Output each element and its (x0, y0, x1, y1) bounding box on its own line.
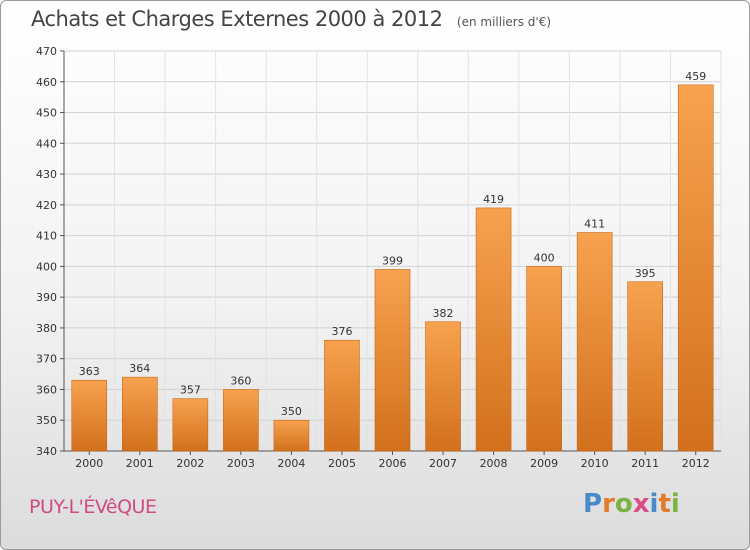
brand-letter: o (614, 489, 633, 519)
data-label: 363 (79, 365, 100, 378)
bar-2010 (576, 232, 613, 452)
chart-subtitle: (en milliers d'€) (456, 15, 552, 29)
y-tick-label: 430 (36, 168, 57, 181)
y-tick-label: 470 (36, 45, 57, 58)
data-label: 382 (433, 307, 454, 320)
data-label: 411 (584, 218, 605, 231)
bar-2011 (627, 281, 663, 452)
chart-title: Achats et Charges Externes 2000 à 2012 (31, 7, 443, 31)
data-label: 350 (281, 405, 302, 418)
bar-2008 (475, 207, 512, 452)
data-label: 364 (129, 362, 150, 375)
y-tick-label: 420 (36, 199, 57, 212)
data-label: 395 (635, 267, 656, 280)
bar-2004 (273, 419, 310, 452)
place-name: PUY-L'ÉVêQUE (29, 496, 157, 518)
data-label: 376 (331, 325, 352, 338)
title-row: Achats et Charges Externes 2000 à 2012 (… (31, 7, 551, 31)
labels: 340 350 360 370 380 390 400 410 420 430 440 450 460 4… (36, 45, 710, 470)
data-label: 459 (685, 70, 706, 83)
x-tick-label: 2006 (379, 457, 407, 470)
data-label: 419 (483, 193, 504, 206)
y-tick-label: 350 (36, 414, 57, 427)
x-tick-label: 2000 (75, 457, 103, 470)
x-tick-label: 2002 (176, 457, 204, 470)
y-tick-label: 340 (36, 445, 57, 458)
x-tick-label: 2009 (530, 457, 558, 470)
bar-2001 (122, 376, 158, 452)
y-tick-label: 410 (36, 230, 57, 243)
x-tick-label: 2010 (581, 457, 609, 470)
y-tick-label: 460 (36, 76, 57, 89)
x-tick-label: 2003 (227, 457, 255, 470)
brand-letter: P (583, 489, 603, 519)
bar-2005 (324, 339, 360, 452)
y-tick-label: 450 (36, 107, 57, 120)
y-tick-label: 440 (36, 137, 57, 150)
bar-2003 (223, 389, 259, 452)
bars (71, 84, 714, 452)
bar-2009 (526, 266, 562, 452)
x-tick-label: 2012 (682, 457, 710, 470)
y-tick-label: 360 (36, 383, 57, 396)
brand-letter: i (670, 489, 680, 519)
x-tick-label: 2007 (429, 457, 457, 470)
brand-letter: r (602, 489, 615, 519)
x-tick-label: 2005 (328, 457, 356, 470)
bar-2002 (172, 398, 209, 452)
brand-letter: i (649, 489, 659, 519)
bar-2000 (71, 379, 108, 452)
x-tick-label: 2001 (126, 457, 154, 470)
y-tick-label: 370 (36, 353, 57, 366)
bar-2006 (374, 269, 411, 452)
x-tick-label: 2008 (480, 457, 508, 470)
y-tick-label: 390 (36, 291, 57, 304)
y-tick-label: 380 (36, 322, 57, 335)
data-label: 357 (180, 384, 201, 397)
data-label: 400 (534, 251, 555, 264)
data-label: 399 (382, 254, 403, 267)
y-tick-label: 400 (36, 260, 57, 273)
brand-logo: Proxiti (583, 489, 680, 519)
brand-letter: t (658, 489, 671, 519)
bar-2012 (677, 84, 714, 452)
brand-letter: x (632, 489, 650, 519)
data-label: 360 (230, 374, 251, 387)
x-tick-label: 2004 (277, 457, 305, 470)
bar-2007 (425, 321, 461, 452)
x-tick-label: 2011 (631, 457, 659, 470)
